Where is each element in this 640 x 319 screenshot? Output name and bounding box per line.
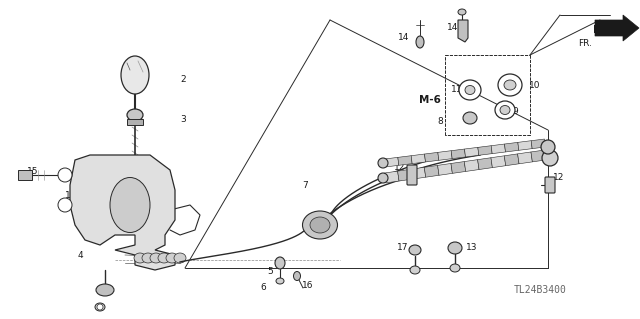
Text: 9: 9 [512,108,518,116]
Text: 3: 3 [180,115,186,123]
Text: 16: 16 [302,280,314,290]
Polygon shape [451,149,465,159]
Text: TL24B3400: TL24B3400 [513,285,566,295]
Ellipse shape [378,173,388,183]
Ellipse shape [310,217,330,233]
Ellipse shape [294,271,301,280]
Polygon shape [504,154,519,166]
Text: 4: 4 [77,250,83,259]
Ellipse shape [500,106,510,115]
Polygon shape [385,157,399,167]
Ellipse shape [378,158,388,168]
Text: M-6: M-6 [419,95,441,105]
Circle shape [58,198,72,212]
Polygon shape [70,155,175,270]
Text: 17: 17 [397,243,409,253]
Polygon shape [438,163,452,175]
Ellipse shape [498,74,522,96]
Ellipse shape [450,264,460,272]
Ellipse shape [96,284,114,296]
Polygon shape [398,156,412,165]
Ellipse shape [410,266,420,274]
Ellipse shape [174,253,186,263]
Ellipse shape [158,253,170,263]
Text: 1: 1 [65,190,71,199]
Polygon shape [491,156,506,167]
Text: 11: 11 [451,85,463,94]
Ellipse shape [142,253,154,263]
Ellipse shape [458,9,466,15]
Polygon shape [424,152,439,162]
Bar [127,119,143,125]
Polygon shape [477,158,492,169]
Circle shape [58,168,72,182]
Polygon shape [384,171,399,183]
Text: 6: 6 [260,283,266,292]
Ellipse shape [95,303,105,311]
Text: M-6: M-6 [593,25,615,35]
Text: 12: 12 [394,164,406,173]
Polygon shape [464,160,479,171]
Ellipse shape [127,109,143,121]
Polygon shape [451,161,466,173]
Polygon shape [518,141,532,150]
Ellipse shape [459,80,481,100]
Ellipse shape [416,36,424,48]
Ellipse shape [166,253,178,263]
Ellipse shape [504,80,516,90]
FancyBboxPatch shape [407,165,417,185]
Ellipse shape [276,278,284,284]
Text: 14: 14 [447,24,459,33]
Ellipse shape [110,177,150,233]
Text: 13: 13 [467,242,477,251]
Text: 10: 10 [529,81,541,91]
Text: 8: 8 [437,117,443,127]
Circle shape [97,304,103,310]
Ellipse shape [448,242,462,254]
Text: 5: 5 [267,268,273,277]
Polygon shape [595,15,639,41]
Polygon shape [465,147,479,157]
Polygon shape [424,165,439,177]
Ellipse shape [542,150,558,166]
Polygon shape [397,169,412,181]
Ellipse shape [121,56,149,94]
Text: 7: 7 [302,181,308,189]
Text: 2: 2 [180,75,186,84]
Text: 12: 12 [554,174,564,182]
Bar [18,170,32,180]
Polygon shape [438,151,452,160]
Polygon shape [518,152,532,164]
Ellipse shape [465,85,475,94]
Ellipse shape [134,253,146,263]
Ellipse shape [150,253,162,263]
Ellipse shape [303,211,337,239]
Ellipse shape [275,257,285,269]
Polygon shape [478,146,492,155]
Text: 15: 15 [28,167,39,176]
Ellipse shape [541,140,555,154]
Polygon shape [411,154,426,164]
Ellipse shape [463,112,477,124]
Polygon shape [458,20,468,42]
Ellipse shape [495,101,515,119]
Polygon shape [531,139,545,149]
Polygon shape [504,142,519,152]
FancyBboxPatch shape [545,177,555,193]
Ellipse shape [409,245,421,255]
Polygon shape [531,150,546,162]
Polygon shape [491,144,506,154]
Polygon shape [411,167,426,179]
Text: FR.: FR. [578,40,592,48]
Text: 14: 14 [398,33,410,42]
